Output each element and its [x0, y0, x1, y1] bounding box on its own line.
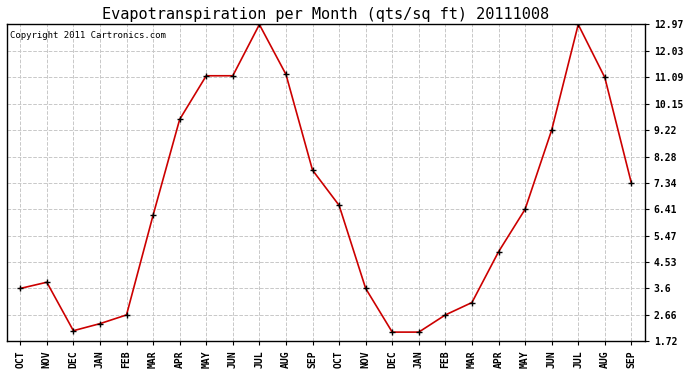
Text: Copyright 2011 Cartronics.com: Copyright 2011 Cartronics.com	[10, 31, 166, 40]
Title: Evapotranspiration per Month (qts/sq ft) 20111008: Evapotranspiration per Month (qts/sq ft)…	[102, 7, 549, 22]
